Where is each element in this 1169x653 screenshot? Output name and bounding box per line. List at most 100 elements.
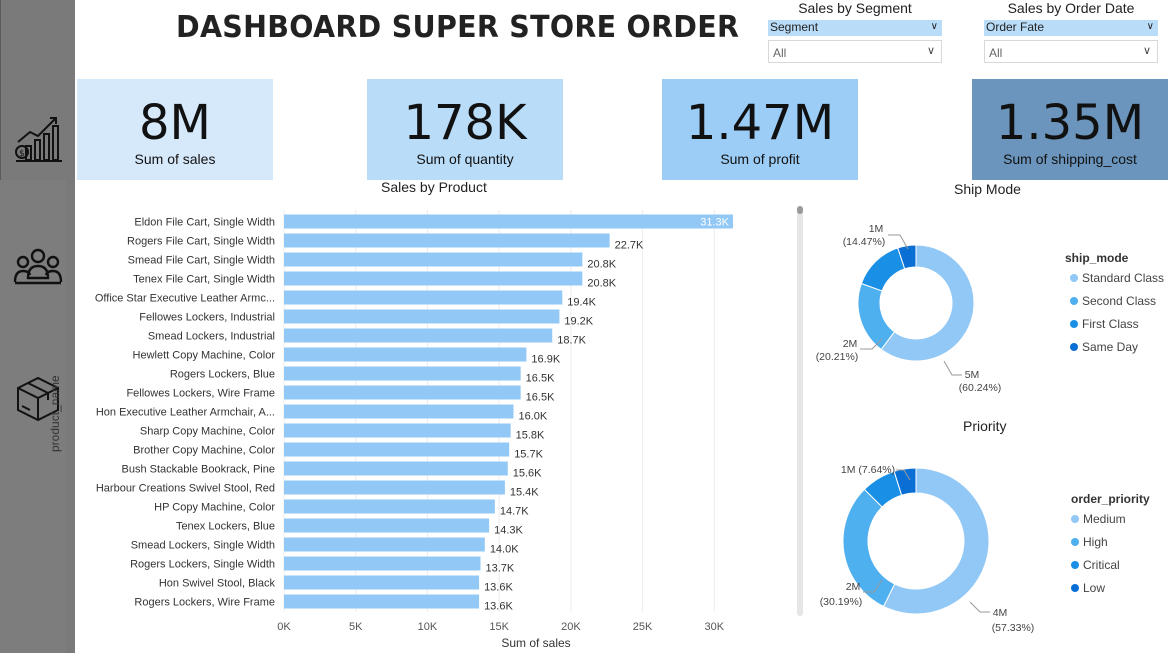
data-label: 19.4K [567,297,596,309]
bar[interactable] [284,328,553,343]
legend-label: Same Day [1082,340,1139,354]
slicer-field-label: Segment [770,20,819,34]
order-date-dropdown[interactable]: All ∨ [984,40,1158,63]
bar[interactable] [284,594,480,609]
chevron-down-icon: ∨ [926,45,935,57]
bar[interactable] [284,404,514,419]
category-label: Eldon File Cart, Single Width [134,217,275,229]
donut-slice[interactable] [857,282,896,351]
category-label: Fellowes Lockers, Industrial [139,312,275,324]
bar[interactable] [284,442,510,457]
category-label: Rogers Lockers, Single Width [130,559,275,571]
data-label: 16.9K [531,354,560,366]
bar[interactable] [284,290,563,305]
bar[interactable] [284,480,505,495]
data-label: (57.33%) [992,622,1035,634]
chevron-down-icon: ∨ [1142,45,1151,57]
bar[interactable] [284,309,560,324]
kpi-value: 8M [139,95,211,151]
bar-chart[interactable]: 0K 5K 10K 15K 20K 25K 30K Eldon File Cart, Sing… [66,200,796,653]
kpi-card-profit[interactable]: 1.47M Sum of profit [662,79,858,180]
bar[interactable] [284,556,481,571]
leader-line [896,469,911,481]
data-label: (60.24%) [959,382,1002,394]
slicer-field-label: Order Fate [986,20,1045,34]
x-tick-label: 20K [561,621,581,633]
legend-item[interactable]: Critical [1071,558,1120,572]
ship-mode-title: Ship Mode [954,181,1021,197]
bar[interactable] [284,366,521,381]
segment-dropdown[interactable]: All ∨ [768,40,942,63]
bar[interactable] [284,518,490,533]
x-tick-label: 25K [633,621,653,633]
slicer-field-header[interactable]: Order Fate ∨ [984,20,1158,36]
dropdown-value: All [989,46,1003,60]
slicer-field-header[interactable]: Segment ∨ [768,20,942,36]
chevron-down-icon: ∨ [930,21,938,32]
data-label: 14.3K [494,525,523,537]
x-axis-label: Sum of sales [501,636,570,650]
legend-item[interactable]: Low [1071,581,1105,595]
kpi-card-sales[interactable]: 8M Sum of sales [77,79,273,180]
kpi-label: Sum of shipping_cost [1003,151,1137,167]
legend-item[interactable]: High [1071,535,1108,549]
priority-donut[interactable]: 1M (7.64%) 2M (30.19%) 4M (57.33%) [810,452,1060,642]
legend-item[interactable]: Standard Class [1070,271,1164,285]
people-group-icon[interactable] [12,242,64,294]
kpi-card-shipping-cost[interactable]: 1.35M Sum of shipping_cost [972,79,1168,180]
bar[interactable] [284,385,521,400]
kpi-card-quantity[interactable]: 178K Sum of quantity [367,79,563,180]
category-label: Smead Lockers, Single Width [131,540,275,552]
order-date-slicer: Sales by Order Date Order Fate ∨ All ∨ [984,0,1158,63]
donut-slice[interactable] [880,244,975,362]
legend-item[interactable]: Second Class [1070,294,1156,308]
bar[interactable] [284,347,527,362]
legend-item[interactable]: Medium [1071,512,1126,526]
kpi-value: 1.35M [995,95,1145,151]
category-label: Harbour Creations Swivel Stool, Red [96,483,275,495]
category-label: Brother Copy Machine, Color [133,445,275,457]
category-label: Rogers File Cart, Single Width [127,236,275,248]
legend-label: Second Class [1082,294,1157,308]
kpi-label: Sum of quantity [416,151,514,167]
ship-mode-donut[interactable]: 1M(14.47%) 2M(20.21%) 5M(60.24%) [810,215,1060,395]
bar[interactable] [284,252,583,267]
bar[interactable] [284,499,495,514]
donut-slice[interactable] [882,467,990,615]
donut-slice[interactable] [897,244,917,270]
kpi-label: Sum of profit [720,151,800,167]
category-label: HP Copy Machine, Color [154,502,275,514]
kpi-label: Sum of sales [134,151,216,167]
bar-chart-title: Sales by Product [381,179,487,195]
data-label: 22.7K [615,240,644,252]
legend-dot [1070,274,1078,282]
data-label: 15.4K [510,487,539,499]
box-package-icon[interactable] [12,372,64,424]
dropdown-value: All [773,46,787,60]
data-label: 15.6K [513,468,542,480]
bar[interactable] [284,537,485,552]
bar[interactable] [284,461,508,476]
page-title: DASHBOARD SUPER STORE ORDER [176,10,740,45]
data-label: 13.7K [486,563,515,575]
x-tick-label: 5K [349,621,363,633]
data-label: 19.2K [564,316,593,328]
legend-item[interactable]: Same Day [1070,340,1138,354]
sales-growth-icon[interactable]: $ [12,112,64,164]
category-label: Rogers Lockers, Wire Frame [134,597,275,609]
chart-scrollbar[interactable] [797,206,803,616]
legend-item[interactable]: First Class [1070,317,1139,331]
donut-slice[interactable] [860,247,906,292]
data-label: 13.6K [484,582,513,594]
bar[interactable] [284,271,583,286]
x-tick-label: 0K [277,621,291,633]
bar[interactable] [284,214,733,229]
bar[interactable] [284,233,610,248]
svg-text:$: $ [19,149,25,159]
x-tick-label: 10K [418,621,438,633]
legend-dot [1071,538,1079,546]
category-label: Hon Executive Leather Armchair, A... [96,407,275,419]
scrollbar-thumb[interactable] [797,206,803,214]
bar[interactable] [284,575,480,590]
bar[interactable] [284,423,511,438]
